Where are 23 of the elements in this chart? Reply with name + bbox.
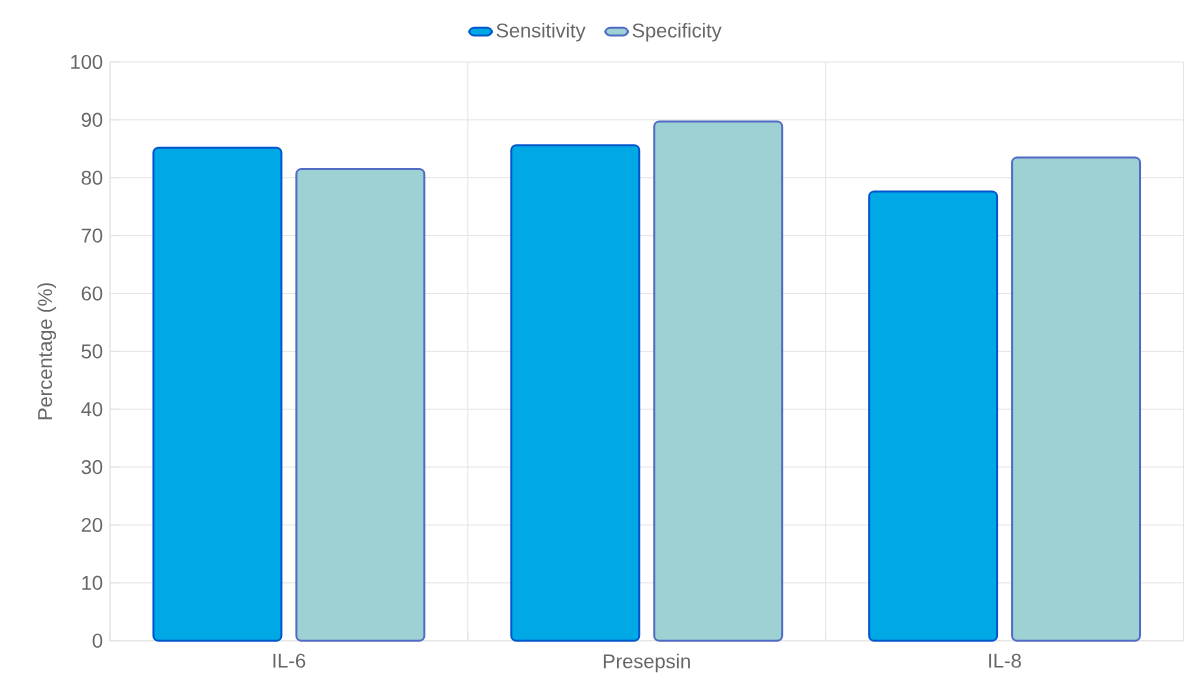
y-tick-label: 30 bbox=[81, 460, 103, 475]
y-tick-label: 40 bbox=[81, 402, 103, 417]
legend-label: Sensitivity bbox=[496, 23, 586, 42]
y-tick-label: 10 bbox=[82, 575, 103, 591]
y-tick-label: 0 bbox=[92, 633, 103, 648]
legend-label: Specificity bbox=[632, 23, 722, 42]
y-tick-label: 50 bbox=[81, 344, 103, 359]
x-tick-label: Presepsin bbox=[603, 653, 690, 673]
bar bbox=[295, 168, 426, 642]
bar bbox=[1011, 156, 1142, 642]
x-tick-label: IL-6 bbox=[273, 653, 306, 668]
y-tick-label: 60 bbox=[81, 286, 103, 301]
x-tick-label: IL-8 bbox=[989, 653, 1021, 668]
bar bbox=[868, 190, 999, 642]
y-tick-label: 90 bbox=[81, 112, 103, 128]
y-tick-label: 70 bbox=[81, 228, 103, 243]
y-tick-label: 20 bbox=[81, 518, 103, 533]
y-axis-title: Percentage (%) bbox=[37, 283, 57, 420]
bar bbox=[152, 146, 283, 642]
y-tick-label: 100 bbox=[71, 55, 103, 70]
bar bbox=[510, 144, 641, 642]
bar bbox=[653, 120, 784, 642]
y-tick-label: 80 bbox=[81, 170, 103, 185]
